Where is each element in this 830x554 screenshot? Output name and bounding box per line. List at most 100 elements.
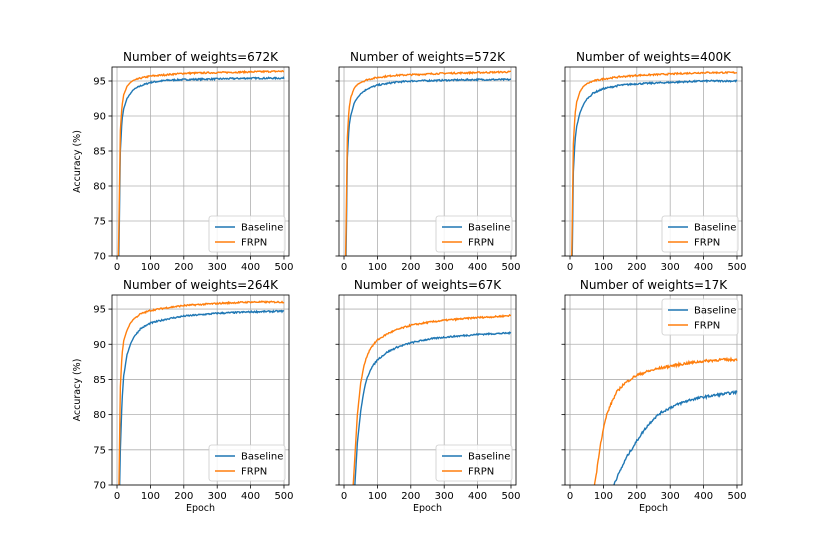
y-tick-label: 90 [93, 340, 106, 351]
legend-box [435, 444, 513, 482]
y-tick-label: 85 [93, 147, 106, 158]
x-tick-label: 500 [501, 491, 520, 502]
axes-frame [111, 294, 290, 486]
series-line-baseline [118, 76, 285, 256]
x-tick-label: 300 [661, 262, 680, 273]
series-line-baseline [571, 79, 738, 256]
x-tick-label: 500 [727, 491, 746, 502]
x-tick-label: 400 [694, 262, 713, 273]
x-tick-label: 500 [274, 262, 293, 273]
series-line-frpn [352, 313, 512, 485]
x-tick-label: 0 [341, 491, 347, 502]
subplot-title: Number of weights=400K [576, 50, 732, 64]
legend-label-frpn: FRPN [694, 238, 720, 249]
x-tick-label: 100 [368, 262, 387, 273]
x-tick-label: 100 [141, 262, 160, 273]
x-tick-label: 300 [208, 262, 227, 273]
subplot-6: 0 100 200 300 400 500 Number of weights=17K Epo… [561, 278, 747, 514]
legend-label-baseline: Baseline [694, 223, 736, 234]
legend-label-baseline: Baseline [468, 223, 510, 234]
legend-label-baseline: Baseline [468, 452, 510, 463]
x-tick-label: 500 [274, 491, 293, 502]
y-axis-label: Accuracy (%) [72, 130, 83, 193]
y-tick-label: 75 [93, 217, 106, 228]
x-tick-label: 200 [174, 491, 193, 502]
series-line-frpn [118, 300, 285, 485]
legend-label-frpn: FRPN [241, 467, 267, 478]
y-tick-label: 70 [93, 481, 106, 492]
subplot-4: 0 100 200 300 400 500 70 75 80 85 90 95 Number of we… [72, 278, 294, 514]
legend: Baseline FRPN [208, 215, 286, 253]
legend-label-frpn: FRPN [468, 467, 494, 478]
series-line-frpn [571, 70, 738, 256]
legend-box [435, 215, 513, 253]
x-axis-label: Epoch [186, 503, 215, 514]
x-tick-label: 300 [435, 491, 454, 502]
x-tick-label: 300 [661, 491, 680, 502]
series-line-frpn [344, 70, 512, 256]
legend-label-frpn: FRPN [694, 321, 720, 332]
series-line-frpn [117, 69, 285, 256]
x-tick-label: 200 [401, 491, 420, 502]
subplot-title: Number of weights=67K [354, 278, 502, 292]
subplot-3: 0 100 200 300 400 500 Number of weights=400K Ba… [561, 50, 747, 273]
subplot-title: Number of weights=572K [350, 50, 506, 64]
x-tick-label: 200 [174, 262, 193, 273]
x-tick-label: 0 [567, 491, 573, 502]
x-tick-label: 500 [727, 262, 746, 273]
axes-frame [338, 66, 517, 257]
series-line-frpn [593, 356, 738, 485]
subplot-title: Number of weights=672K [123, 50, 279, 64]
legend: Baseline FRPN [661, 298, 739, 336]
x-axis-label: Epoch [413, 503, 442, 514]
series-line-baseline [354, 331, 512, 485]
x-tick-label: 400 [694, 491, 713, 502]
axes-frame [564, 66, 743, 257]
legend: Baseline FRPN [661, 215, 739, 253]
legend-box [661, 298, 739, 336]
y-axis-label: Accuracy (%) [72, 359, 83, 422]
x-tick-label: 200 [627, 262, 646, 273]
subplot-2: 0 100 200 300 400 500 Number of weights=572K Ba… [335, 50, 521, 273]
x-tick-label: 300 [208, 491, 227, 502]
subplot-1: 0 100 200 300 400 500 70 75 80 85 90 95 Number of we… [72, 50, 294, 273]
legend-label-baseline: Baseline [694, 306, 736, 317]
x-tick-label: 100 [141, 491, 160, 502]
subplot-title: Number of weights=264K [123, 278, 279, 292]
x-tick-label: 200 [401, 262, 420, 273]
x-tick-label: 400 [468, 491, 487, 502]
legend-box [661, 215, 739, 253]
legend: Baseline FRPN [435, 444, 513, 482]
x-tick-label: 400 [468, 262, 487, 273]
y-tick-label: 70 [93, 252, 106, 263]
legend-label-baseline: Baseline [241, 223, 283, 234]
x-tick-label: 400 [241, 491, 260, 502]
x-tick-label: 0 [114, 491, 120, 502]
subplot-5: 0 100 200 300 400 500 Number of weights=67K Epo… [335, 278, 521, 514]
x-tick-label: 100 [368, 491, 387, 502]
axes-frame [338, 294, 517, 486]
x-tick-label: 0 [341, 262, 347, 273]
x-tick-label: 400 [241, 262, 260, 273]
legend-label-baseline: Baseline [241, 452, 283, 463]
legend-label-frpn: FRPN [468, 238, 494, 249]
axes-frame [564, 294, 743, 486]
y-tick-label: 85 [93, 375, 106, 386]
series-line-baseline [612, 389, 738, 485]
x-tick-label: 100 [594, 491, 613, 502]
x-tick-label: 500 [501, 262, 520, 273]
legend-label-frpn: FRPN [241, 238, 267, 249]
series-line-baseline [118, 309, 285, 485]
x-tick-label: 300 [435, 262, 454, 273]
y-tick-label: 90 [93, 112, 106, 123]
legend: Baseline FRPN [435, 215, 513, 253]
axes-frame [111, 66, 290, 257]
y-tick-label: 80 [93, 182, 106, 193]
series-line-baseline [345, 77, 512, 256]
x-tick-label: 0 [114, 262, 120, 273]
legend-box [208, 444, 286, 482]
y-tick-label: 75 [93, 445, 106, 456]
x-tick-label: 200 [627, 491, 646, 502]
x-axis-label: Epoch [639, 503, 668, 514]
